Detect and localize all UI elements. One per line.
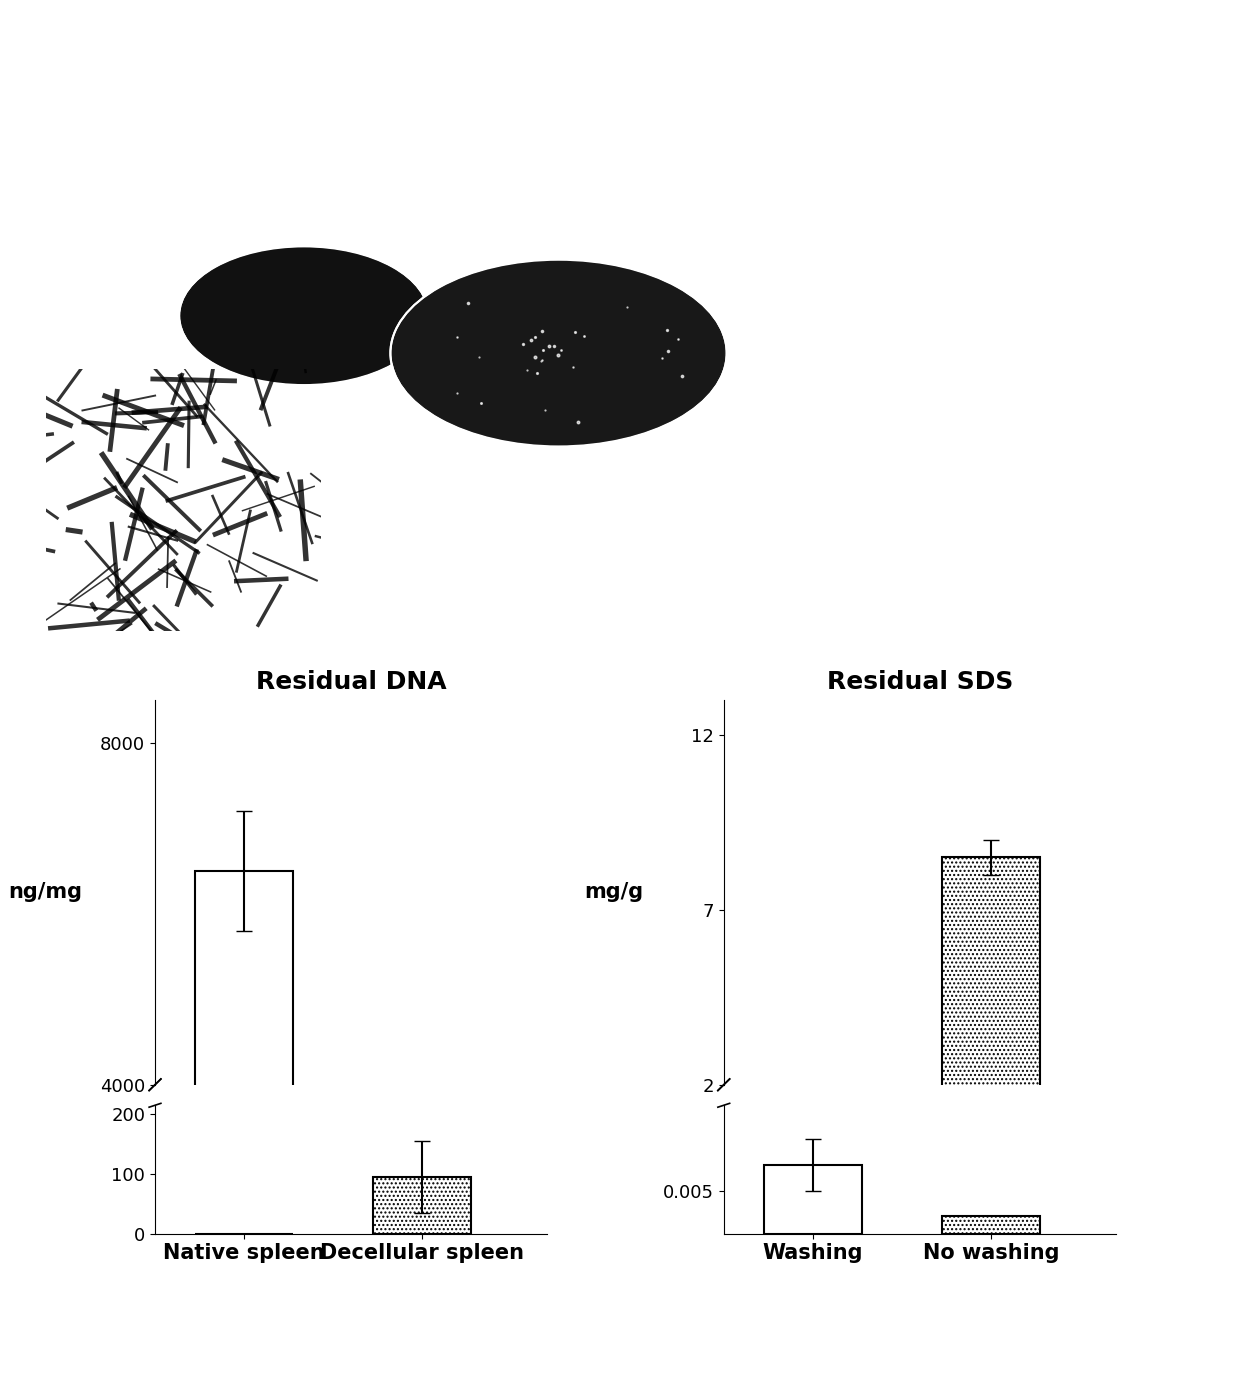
Bar [764,1166,862,1234]
Bar [942,1217,1040,1234]
Circle shape [392,261,725,445]
Text: mg/g: mg/g [584,883,644,902]
Text: f: f [665,460,671,480]
Text: i: i [683,658,689,678]
Bar [373,1177,471,1234]
Polygon shape [789,172,972,353]
Title: Residual DNA: Residual DNA [255,669,446,694]
Circle shape [181,248,427,384]
Text: g: g [193,658,206,678]
Bar [195,870,293,1386]
Bar [942,858,1040,1155]
Text: ng/mg: ng/mg [9,883,82,902]
Bar [174,432,434,657]
Text: h: h [463,658,475,678]
Title: Residual SDS: Residual SDS [827,669,1013,694]
